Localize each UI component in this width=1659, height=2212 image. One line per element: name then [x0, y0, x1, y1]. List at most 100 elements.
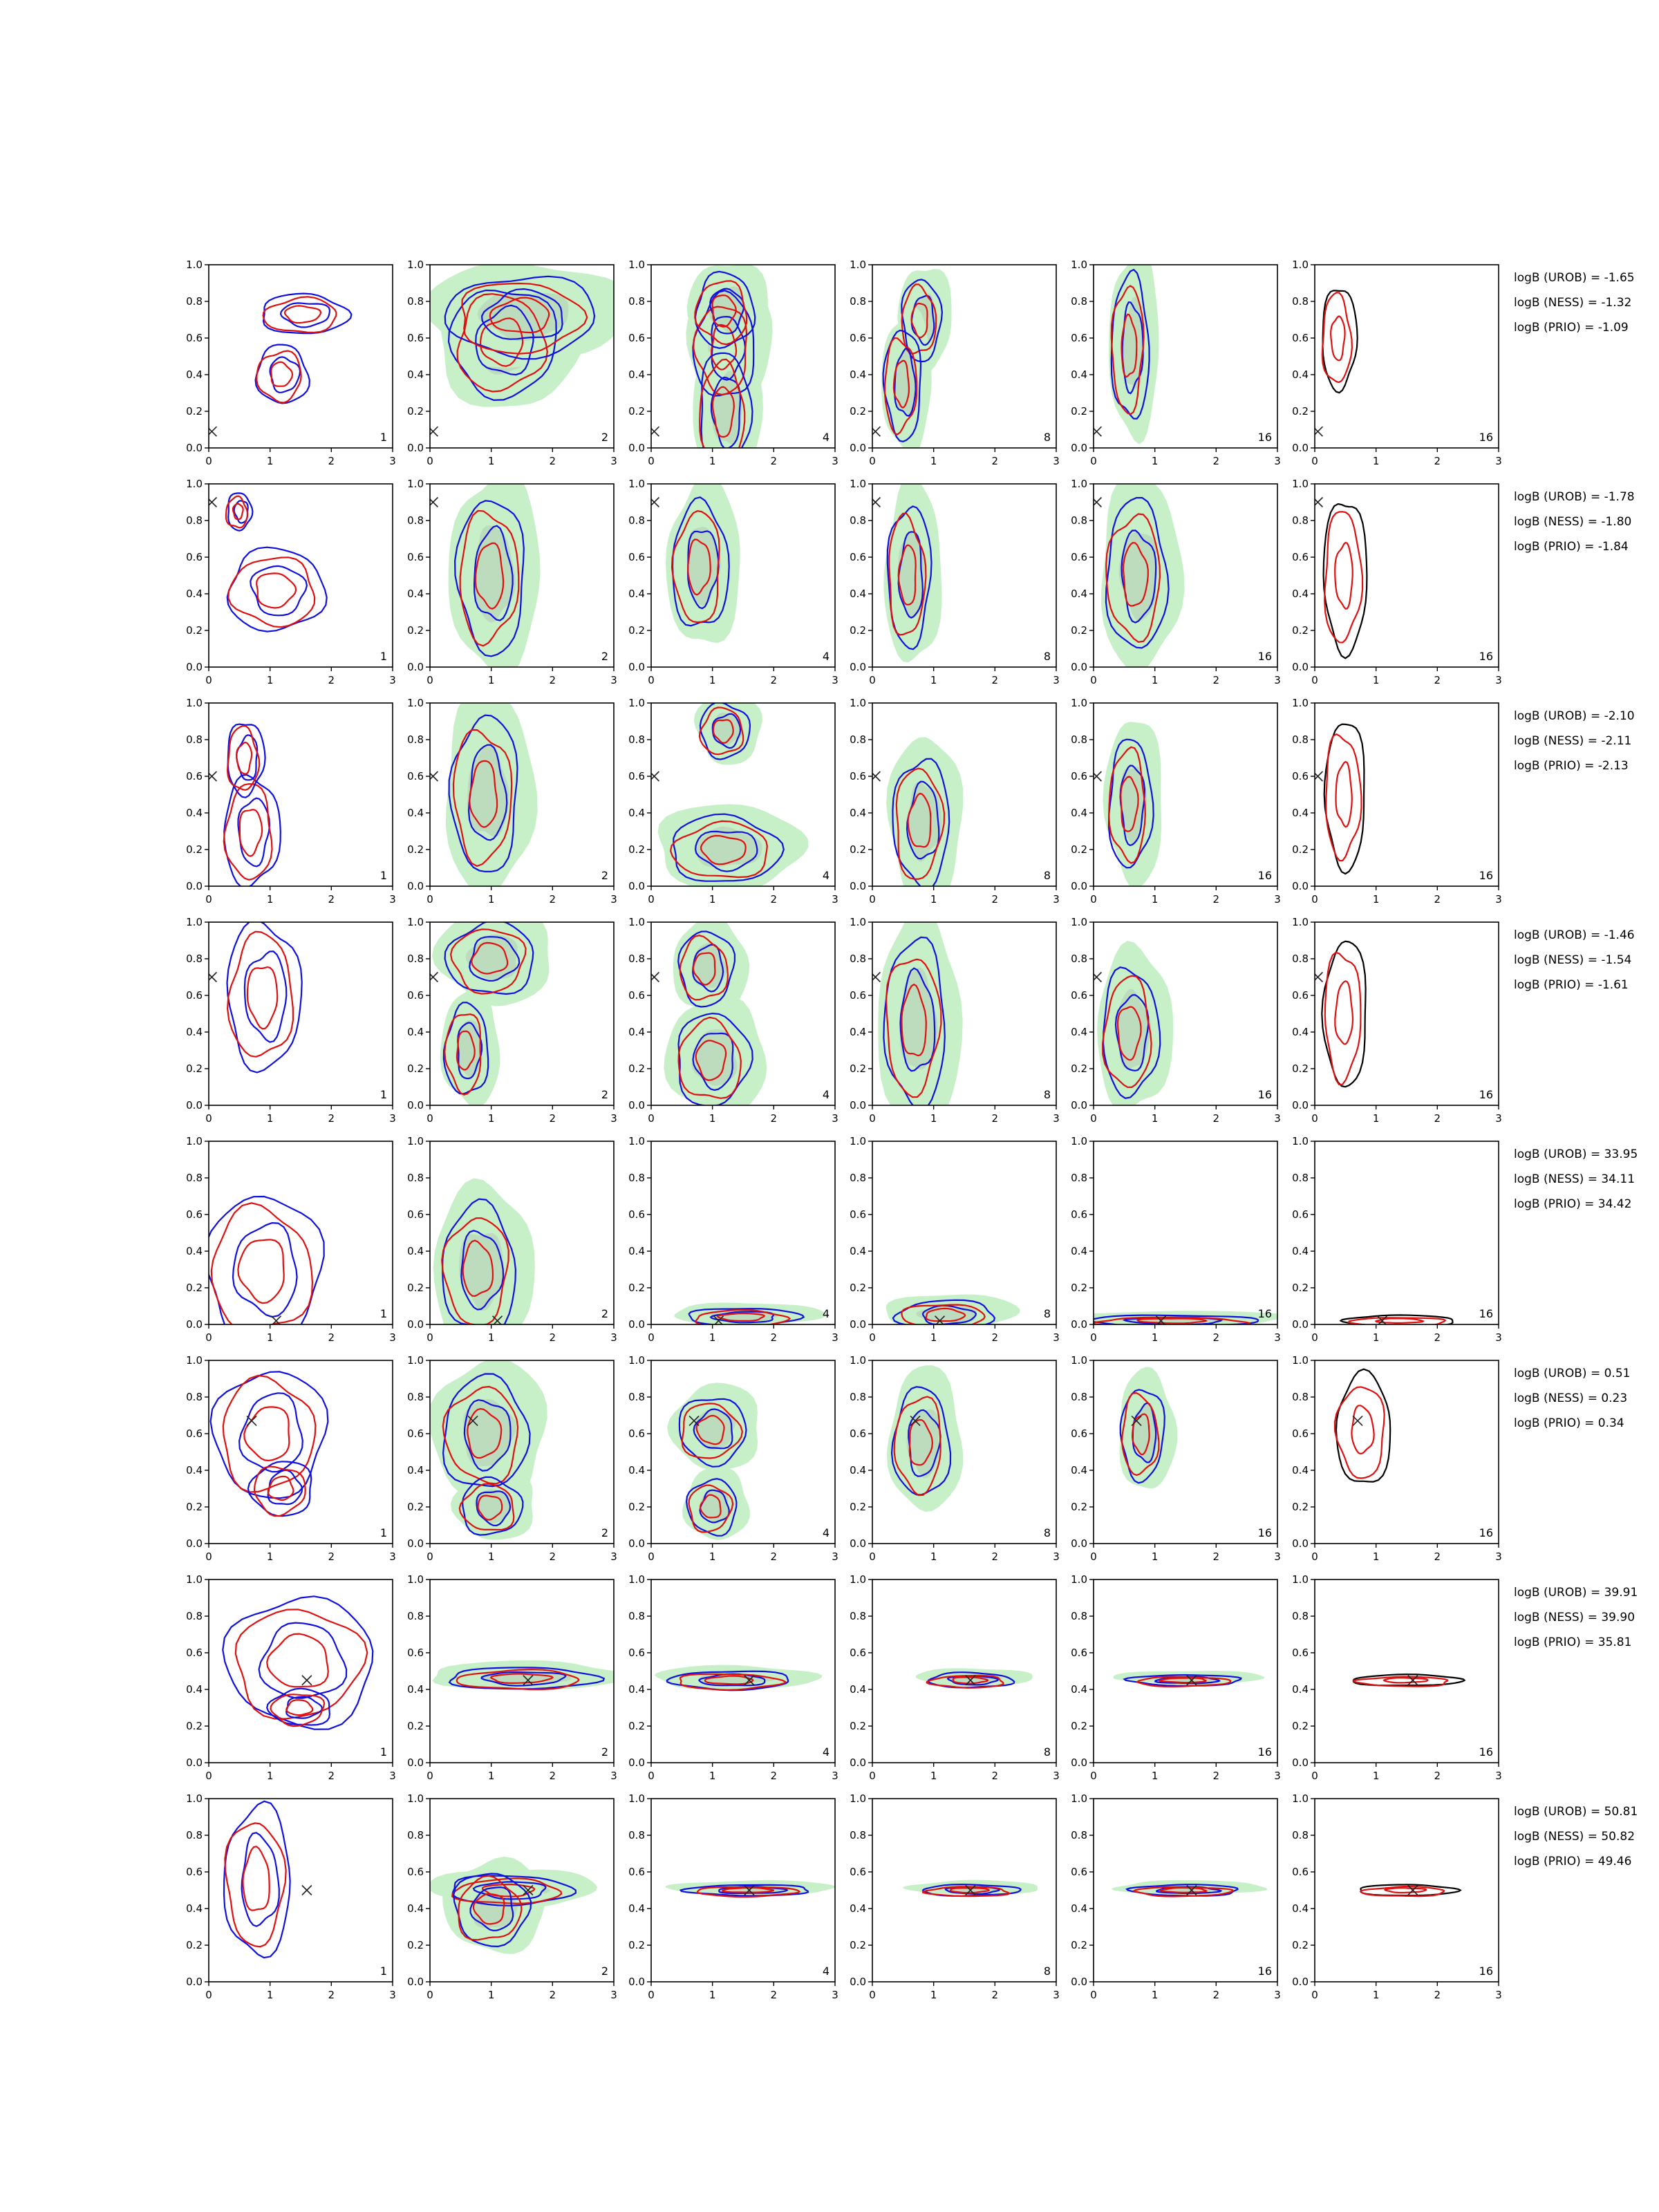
x-tick-label: 1 — [709, 1989, 716, 2001]
x-tick-label: 3 — [832, 1989, 838, 2001]
x-tick-label: 2 — [992, 1331, 999, 1344]
axes-frame — [872, 264, 1057, 449]
sample-count-label: 16 — [1479, 869, 1493, 882]
contour-blue-inner — [710, 376, 742, 448]
contour-red-inner — [952, 1676, 989, 1685]
y-tick-label: 0.8 — [1071, 1391, 1087, 1403]
panel-r3-c6: 0 1 2 3 0.0 0.2 0.4 0.6 0.8 1.0 16 — [1292, 697, 1502, 906]
y-tick-label: 0.2 — [407, 624, 424, 637]
density-core — [900, 967, 938, 1070]
panel-r7-c6: 0 1 2 3 0.0 0.2 0.4 0.6 0.8 1.0 16 — [1292, 1573, 1502, 1782]
y-tick-label: 1.0 — [850, 1573, 866, 1586]
x-tick-label: 0 — [205, 1989, 212, 2001]
x-tick-label: 3 — [1053, 893, 1060, 906]
contour-red-inner — [1351, 1405, 1375, 1455]
sample-count-label: 16 — [1258, 650, 1272, 663]
panel-r2-c2: 0 1 2 30.00.20.40.60.81.02 — [407, 478, 617, 686]
y-tick-label: 1.0 — [1292, 478, 1309, 490]
contour-blue-outer — [1094, 1314, 1259, 1324]
x-tick-label: 2 — [550, 1550, 556, 1563]
y-tick-label: 0.2 — [407, 1939, 424, 1951]
x-tick-label: 3 — [610, 1550, 617, 1563]
x-tick-label: 0 — [869, 455, 876, 467]
x-tick-label: 3 — [389, 674, 396, 686]
density-core — [700, 1489, 729, 1524]
panel-r1-c5: 0 1 2 3 0.0 0.2 0.4 0.6 0.8 1.0 16 — [1071, 259, 1281, 467]
logB-label: logB (PRIO) = 34.42 — [1514, 1197, 1631, 1211]
contour-black — [1335, 1368, 1391, 1483]
x-tick-label: 0 — [1311, 455, 1318, 467]
y-tick-label: 0.6 — [850, 770, 866, 782]
y-tick-label: 0.8 — [850, 733, 866, 746]
y-tick-label: 0.8 — [1292, 1172, 1309, 1184]
contour-red-outer — [458, 1875, 523, 1941]
panel-r7-c3: 0 1 2 3 0.0 0.2 0.4 0.6 0.8 1.0 4 — [628, 1573, 838, 1782]
y-tick-label: 0.8 — [628, 1610, 645, 1622]
y-tick-label: 0.4 — [628, 1902, 645, 1915]
contour-blue-outer — [266, 1687, 331, 1726]
y-tick-label: 0.0 — [407, 1318, 424, 1331]
y-tick-label: 0.8 — [186, 733, 203, 746]
y-tick-label: 0.8 — [407, 514, 424, 527]
contour-red-inner — [242, 1846, 270, 1911]
contour-blue-outer — [442, 1373, 531, 1488]
true-value-marker — [872, 771, 881, 782]
x-tick-label: 2 — [771, 1770, 778, 1782]
y-tick-label: 0.2 — [628, 405, 645, 418]
logB-label: logB (NESS) = 39.90 — [1514, 1611, 1635, 1624]
sample-count-label: 16 — [1258, 1526, 1272, 1539]
density-core — [458, 1232, 505, 1311]
sample-count-label: 16 — [1258, 869, 1272, 882]
x-tick-label: 2 — [1213, 455, 1220, 467]
sample-count-label: 1 — [380, 431, 387, 444]
x-tick-label: 1 — [1373, 1770, 1380, 1782]
density-core — [463, 1398, 517, 1467]
true-value-marker — [744, 1675, 755, 1686]
x-tick-label: 1 — [1373, 1331, 1380, 1344]
contour-red-inner — [477, 1494, 503, 1521]
contour-red-outer — [1325, 733, 1362, 862]
axes-frame — [650, 1579, 836, 1763]
contour-red-outer — [699, 358, 746, 448]
y-tick-label: 0.8 — [628, 733, 645, 746]
y-tick-label: 0.6 — [850, 1647, 866, 1659]
y-tick-label: 0.6 — [628, 332, 645, 344]
axes-frame — [872, 1579, 1057, 1763]
y-tick-label: 0.8 — [407, 1391, 424, 1403]
y-tick-label: 0.0 — [850, 1099, 866, 1112]
x-tick-label: 3 — [1053, 455, 1060, 467]
contour-blue-inner — [238, 1392, 303, 1473]
x-tick-label: 1 — [267, 1770, 274, 1782]
axes-frame — [1314, 702, 1499, 887]
x-tick-label: 0 — [205, 455, 212, 467]
contour-red-outer — [234, 1609, 368, 1720]
sample-count-label: 4 — [823, 1088, 830, 1101]
true-value-marker — [430, 426, 438, 437]
y-tick-label: 0.6 — [1292, 1647, 1309, 1659]
x-tick-label: 3 — [1053, 1331, 1060, 1344]
contour-red-outer — [694, 280, 748, 346]
x-tick-label: 1 — [267, 1331, 274, 1344]
y-tick-label: 0.6 — [850, 989, 866, 1002]
contour-blue-inner — [693, 1408, 733, 1450]
contour-blue-outer — [892, 758, 950, 886]
true-value-marker — [651, 771, 659, 782]
y-tick-label: 1.0 — [186, 478, 203, 490]
axes-frame — [208, 702, 393, 887]
y-tick-label: 1.0 — [1292, 916, 1309, 928]
contour-blue-outer — [666, 1670, 789, 1691]
y-tick-label: 1.0 — [628, 1573, 645, 1586]
panel-r6-c2: 0 1 2 30.00.20.40.60.81.02 — [407, 1354, 617, 1563]
logB-label: logB (NESS) = -1.80 — [1514, 515, 1631, 529]
y-tick-label: 1.0 — [1071, 697, 1087, 709]
contour-red-inner — [235, 741, 253, 775]
x-tick-label: 3 — [832, 1112, 838, 1125]
true-value-marker — [1186, 1675, 1197, 1686]
x-tick-label: 3 — [389, 1989, 396, 2001]
x-tick-label: 3 — [389, 1550, 396, 1563]
true-value-marker — [1407, 1675, 1418, 1686]
y-tick-label: 0.4 — [1292, 1902, 1309, 1915]
true-value-marker — [430, 771, 438, 782]
x-tick-label: 0 — [1090, 1550, 1097, 1563]
y-tick-label: 0.8 — [186, 953, 203, 965]
